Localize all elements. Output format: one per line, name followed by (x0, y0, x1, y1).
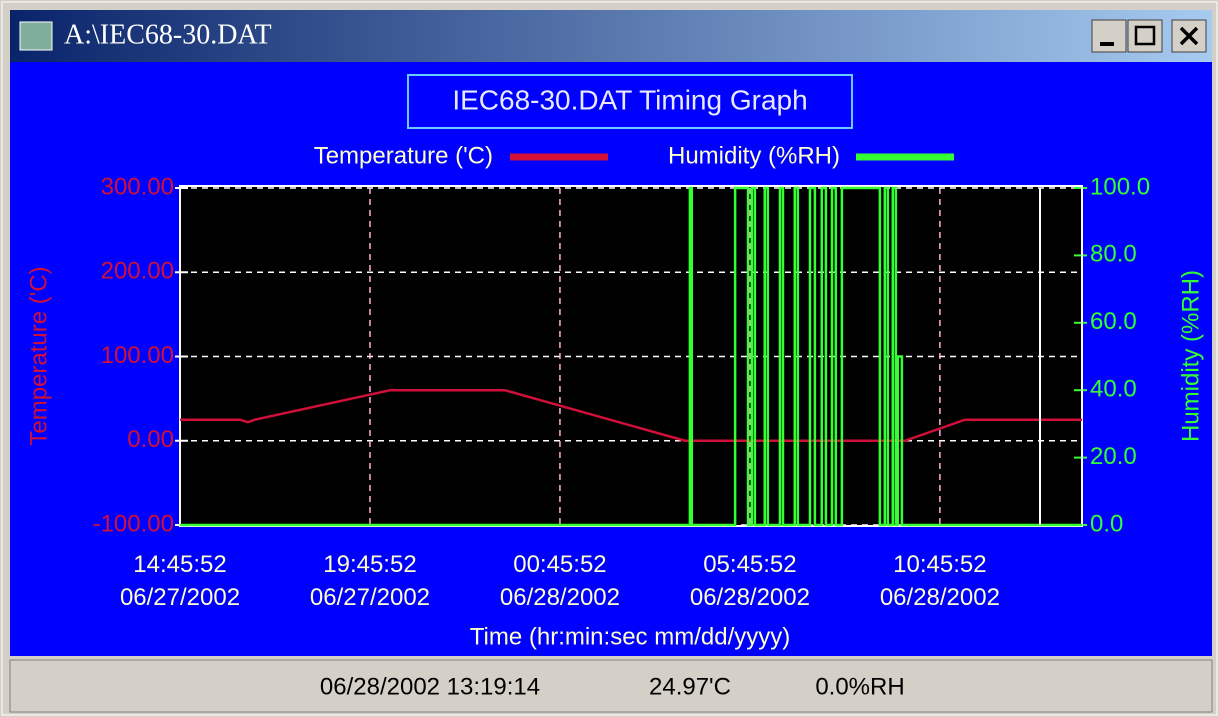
y2-tick-label: 80.0 (1090, 241, 1137, 268)
y2-tick-label: 20.0 (1090, 443, 1137, 470)
x-tick-label: 05:45:52 06/28/2002 (689, 551, 810, 611)
y2-tick-label: 40.0 (1090, 376, 1137, 403)
y-tick-label: 0.00 (127, 426, 174, 453)
maximize-icon (1134, 25, 1156, 46)
y-tick-label: 100.00 (101, 342, 174, 369)
x-tick-label: 19:45:52 06/27/2002 (309, 551, 431, 611)
status-temperature: 24.97'C (649, 673, 731, 700)
title-box (407, 74, 853, 129)
maximize-button[interactable] (1127, 19, 1163, 53)
status-humidity: 0.0%RH (815, 673, 904, 700)
y-axis-label: Temperature ('C) (25, 266, 52, 445)
series-line (180, 186, 1082, 527)
app-icon (19, 21, 53, 51)
status-bar (9, 659, 1213, 713)
window-title: A:\IEC68-30.DAT (64, 19, 272, 50)
y2-tick-label: 100.0 (1090, 173, 1150, 200)
minimize-button[interactable] (1091, 19, 1127, 53)
chart-title: IEC68-30.DAT Timing Graph (452, 84, 807, 115)
y2-tick-label: 0.0 (1090, 510, 1123, 537)
status-time: 06/28/2002 13:19:14 (320, 673, 540, 700)
x-tick-label: 10:45:52 06/28/2002 (879, 551, 1000, 611)
y2-axis-label: Humidity (%RH) (1177, 270, 1204, 442)
close-icon (1179, 26, 1199, 46)
x-axis-label: Time (hr:min:sec mm/dd/yyyy) (470, 623, 790, 650)
y-tick-label: -100.00 (93, 510, 174, 537)
window-buttons[interactable] (1091, 19, 1207, 53)
y-tick-label: 200.00 (101, 258, 174, 285)
series-line (180, 388, 1082, 442)
legend-label: Temperature ('C) (314, 142, 493, 169)
title-bar (10, 10, 1212, 62)
y2-tick-label: 60.0 (1090, 308, 1137, 335)
legend-label: Humidity (%RH) (668, 142, 840, 169)
x-tick-label: 00:45:52 06/28/2002 (499, 551, 620, 611)
y-tick-label: 300.00 (101, 173, 174, 200)
x-tick-label: 14:45:52 06/27/2002 (119, 551, 241, 611)
